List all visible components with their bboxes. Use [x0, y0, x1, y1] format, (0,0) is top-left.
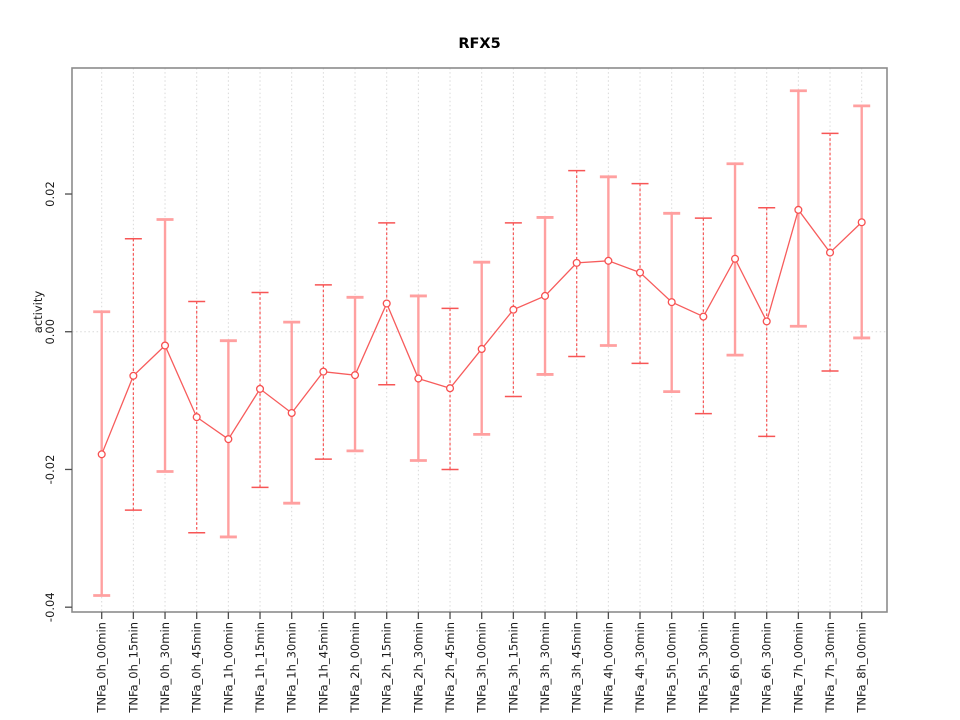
x-category-label: TNFa_4h_30min	[633, 622, 647, 714]
x-category-label: TNFa_3h_30min	[538, 622, 552, 714]
x-category-label: TNFa_7h_30min	[823, 622, 837, 714]
x-category-label: TNFa_5h_00min	[665, 622, 679, 714]
data-point	[319, 367, 328, 376]
data-point	[129, 371, 138, 380]
x-category-label: TNFa_8h_00min	[855, 622, 869, 714]
data-point	[857, 218, 866, 227]
x-category-label: TNFa_6h_30min	[760, 622, 774, 714]
data-point	[255, 384, 265, 393]
chart-title: RFX5	[458, 36, 501, 52]
y-tick-label: -0.02	[43, 455, 57, 485]
data-point	[97, 450, 106, 459]
y-tick-label: -0.04	[43, 592, 57, 622]
x-category-label: TNFa_0h_30min	[158, 622, 172, 714]
data-point	[414, 374, 423, 383]
x-category-label: TNFa_2h_00min	[348, 622, 362, 714]
x-category-label: TNFa_0h_15min	[126, 622, 140, 714]
data-point	[635, 268, 645, 277]
x-category-label: TNFa_5h_30min	[696, 622, 710, 714]
x-category-label: TNFa_7h_00min	[791, 622, 805, 714]
data-point	[287, 408, 296, 418]
data-point	[572, 258, 581, 267]
data-point	[382, 299, 391, 308]
x-category-label: TNFa_0h_45min	[190, 622, 204, 714]
x-category-label: TNFa_0h_00min	[95, 622, 109, 714]
data-point	[445, 384, 455, 393]
x-category-label: TNFa_3h_00min	[475, 622, 489, 714]
data-point	[350, 371, 360, 380]
plot-border	[71, 67, 888, 613]
data-point	[667, 298, 676, 307]
data-point	[825, 248, 835, 257]
x-category-label: TNFa_3h_45min	[570, 622, 584, 714]
data-point	[540, 291, 550, 300]
x-category-label: TNFa_2h_30min	[411, 622, 425, 714]
data-point	[730, 254, 740, 263]
data-point	[224, 435, 233, 444]
data-point	[604, 256, 613, 265]
data-point	[477, 344, 486, 354]
x-category-label: TNFa_1h_15min	[253, 622, 267, 714]
y-tick-label: 0.00	[43, 319, 57, 345]
x-category-label: TNFa_2h_45min	[443, 622, 457, 714]
x-category-label: TNFa_1h_30min	[285, 622, 299, 714]
data-point	[160, 341, 170, 350]
x-category-label: TNFa_4h_00min	[601, 622, 615, 714]
data-point	[192, 413, 201, 422]
x-category-label: TNFa_3h_15min	[506, 622, 520, 714]
data-point	[699, 312, 708, 321]
data-point	[762, 317, 771, 326]
x-category-label: TNFa_2h_15min	[380, 622, 394, 714]
data-point	[794, 205, 803, 214]
x-category-label: TNFa_1h_45min	[316, 622, 330, 714]
x-category-label: TNFa_1h_00min	[221, 622, 235, 714]
y-tick-label: 0.02	[43, 181, 57, 207]
data-point	[509, 305, 518, 314]
x-category-label: TNFa_6h_00min	[728, 622, 742, 714]
